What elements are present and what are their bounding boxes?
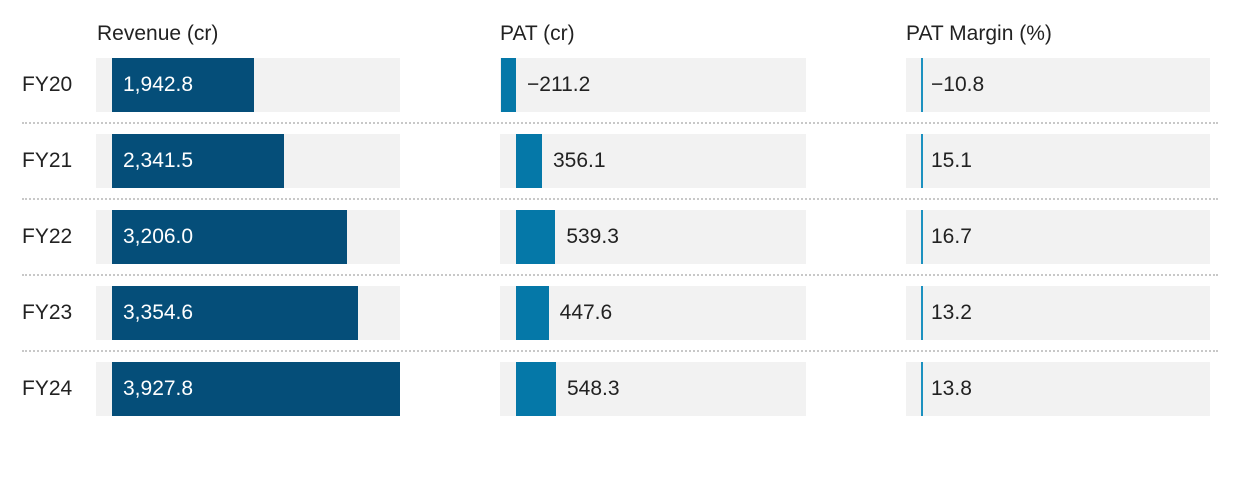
revenue-value-label: 3,927.8 xyxy=(123,377,194,400)
pat-bar xyxy=(516,362,556,416)
pat-track xyxy=(500,134,806,188)
pat-value-label: 539.3 xyxy=(566,225,619,248)
row-divider xyxy=(22,198,1218,200)
revenue-value-label: 3,206.0 xyxy=(123,225,194,248)
margin-track xyxy=(906,58,1210,112)
margin-value-label: 13.8 xyxy=(931,377,972,400)
row-label-fy24: FY24 xyxy=(22,377,73,400)
revenue-header: Revenue (cr) xyxy=(97,22,219,45)
pat-bar xyxy=(500,58,516,112)
row-label-fy22: FY22 xyxy=(22,225,73,248)
margin-value-label: 15.1 xyxy=(931,149,972,172)
revenue-bar xyxy=(112,210,348,264)
margin-value-label: −10.8 xyxy=(931,73,985,96)
revenue-bar xyxy=(112,58,255,112)
row-label-fy21: FY21 xyxy=(22,149,73,172)
margin-bar xyxy=(921,134,923,188)
margin-track xyxy=(906,286,1210,340)
revenue-value-label: 3,354.6 xyxy=(123,301,194,324)
row-label-fy20: FY20 xyxy=(22,73,73,96)
margin-bar xyxy=(921,286,923,340)
pat-track xyxy=(500,286,806,340)
pat-value-label: 548.3 xyxy=(567,377,620,400)
pat-value-label: −211.2 xyxy=(527,73,591,96)
row-divider xyxy=(22,274,1218,276)
pat-bar xyxy=(516,286,549,340)
pat-bar xyxy=(516,134,542,188)
row-divider xyxy=(22,350,1218,352)
margin-value-label: 16.7 xyxy=(931,225,972,248)
revenue-bar xyxy=(112,362,400,416)
margin-track xyxy=(906,134,1210,188)
pat-value-label: 356.1 xyxy=(552,149,606,172)
row-divider xyxy=(22,122,1218,124)
row-label-fy23: FY23 xyxy=(22,301,73,324)
margin-bar xyxy=(921,58,923,112)
margin-value-label: 13.2 xyxy=(931,301,972,324)
margin-track xyxy=(906,210,1210,264)
revenue-value-label: 2,341.5 xyxy=(123,149,194,172)
pat-track xyxy=(500,58,806,112)
revenue-value-label: 1,942.8 xyxy=(123,73,194,96)
margin-track xyxy=(906,362,1210,416)
revenue-bar xyxy=(112,286,358,340)
revenue-bar xyxy=(112,134,284,188)
pat-bar xyxy=(516,210,556,264)
margin-bar xyxy=(921,210,923,264)
margin-header: PAT Margin (%) xyxy=(906,22,1052,45)
pat-header: PAT (cr) xyxy=(500,22,575,45)
pat-value-label: 447.6 xyxy=(559,301,613,324)
margin-bar xyxy=(921,362,923,416)
